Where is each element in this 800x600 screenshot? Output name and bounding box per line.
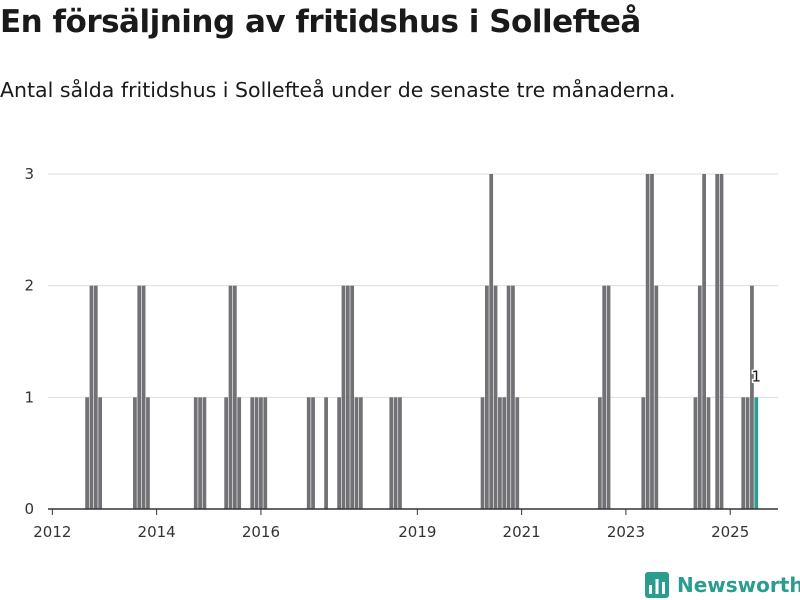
bar: [350, 285, 355, 509]
bar: [345, 285, 350, 509]
bar: [198, 397, 202, 509]
bar: [511, 285, 515, 509]
bar: [89, 285, 94, 509]
bar: [715, 174, 720, 509]
bar: [85, 397, 89, 509]
bar: [745, 397, 750, 509]
data-label: 1: [752, 367, 762, 385]
brand-name: Newsworthy: [677, 573, 800, 597]
bar: [146, 397, 150, 509]
x-tick-label: 2025: [711, 523, 749, 541]
bar-chart: 0 1 2 3 1 2012 2014 2016 2019 2021 2023 2025: [24, 165, 778, 541]
x-tick-label: 2019: [398, 523, 436, 541]
bar: [259, 397, 263, 509]
bar: [141, 285, 146, 509]
bar: [93, 285, 98, 509]
bar: [741, 397, 746, 509]
bar: [706, 397, 711, 509]
bar: [202, 397, 207, 509]
x-tick-label: 2012: [33, 523, 71, 541]
bar: [98, 397, 103, 509]
bar: [493, 285, 498, 509]
y-tick-label: 2: [24, 277, 34, 295]
y-tick-label: 1: [24, 388, 34, 406]
bar: [506, 285, 511, 509]
bar: [228, 285, 233, 509]
x-tick-label: 2023: [607, 523, 645, 541]
bar: [602, 285, 607, 509]
bar: [697, 285, 702, 509]
brand-logo: Newsworthy: [645, 570, 800, 600]
bar: [224, 397, 229, 509]
bar: [606, 285, 611, 509]
y-tick-label: 0: [24, 500, 34, 518]
bar: [358, 397, 363, 509]
bar: [250, 397, 255, 509]
bar: [311, 397, 315, 509]
bar: [485, 285, 489, 509]
bar-chart-logo-icon: [645, 572, 669, 598]
bar: [480, 397, 485, 509]
bar: [641, 397, 646, 509]
y-tick-label: 3: [24, 165, 34, 183]
chart-title: En försäljning av fritidshus i Sollefteå: [0, 4, 641, 40]
x-tick-label: 2021: [503, 523, 541, 541]
bar: [341, 285, 346, 509]
bar: [389, 397, 394, 509]
highlight-bar: [754, 397, 759, 509]
bar: [193, 397, 198, 509]
x-tick-label: 2016: [242, 523, 280, 541]
bar: [750, 285, 754, 509]
bar: [702, 174, 706, 509]
bar: [398, 397, 402, 509]
bar: [133, 397, 137, 509]
bar: [354, 397, 359, 509]
bar: [237, 397, 242, 509]
bar: [137, 285, 142, 509]
bar: [597, 397, 602, 509]
bar: [502, 397, 507, 509]
bar: [393, 397, 398, 509]
bar: [654, 285, 659, 509]
bar: [650, 174, 654, 509]
bar: [232, 285, 237, 509]
bar: [263, 397, 268, 509]
x-tick-label: 2014: [138, 523, 176, 541]
bar: [693, 397, 698, 509]
bar: [515, 397, 520, 509]
bar: [719, 174, 724, 509]
bar: [306, 397, 311, 509]
bar: [645, 174, 650, 509]
bar: [324, 397, 328, 509]
bar: [337, 397, 341, 509]
bar: [254, 397, 259, 509]
bar: [489, 174, 494, 509]
bar: [498, 397, 502, 509]
chart-subtitle: Antal sålda fritidshus i Sollefteå under…: [0, 78, 676, 102]
